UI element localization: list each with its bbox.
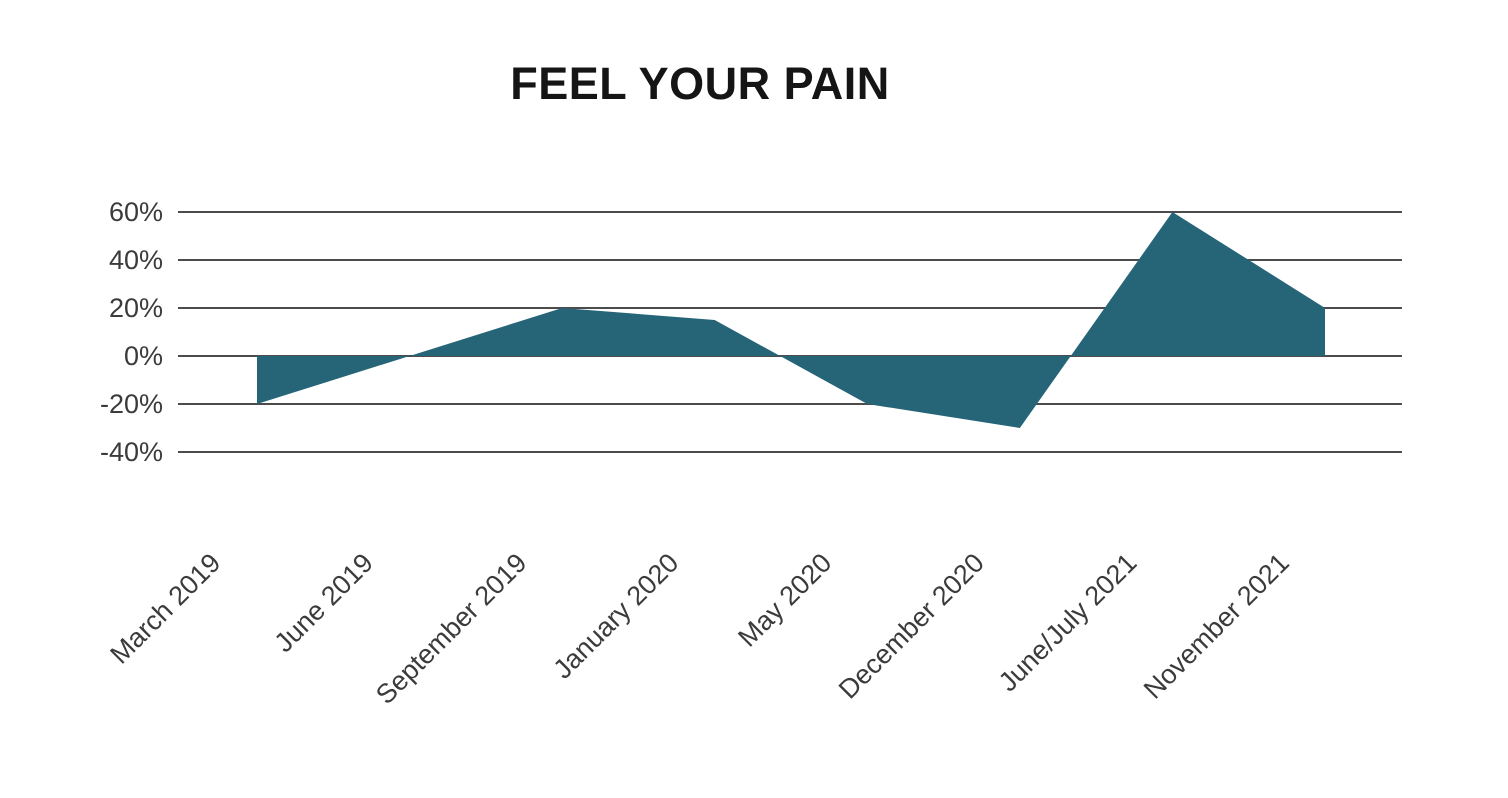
y-tick-label: -20% — [99, 389, 163, 419]
y-tick-label: 20% — [108, 293, 163, 323]
area-series — [257, 212, 1325, 428]
y-tick-label: 0% — [123, 341, 163, 371]
y-tick-label: -40% — [99, 437, 163, 467]
y-tick-label: 60% — [108, 197, 163, 227]
chart-title: FEEL YOUR PAIN — [510, 58, 890, 109]
y-tick-label: 40% — [108, 245, 163, 275]
